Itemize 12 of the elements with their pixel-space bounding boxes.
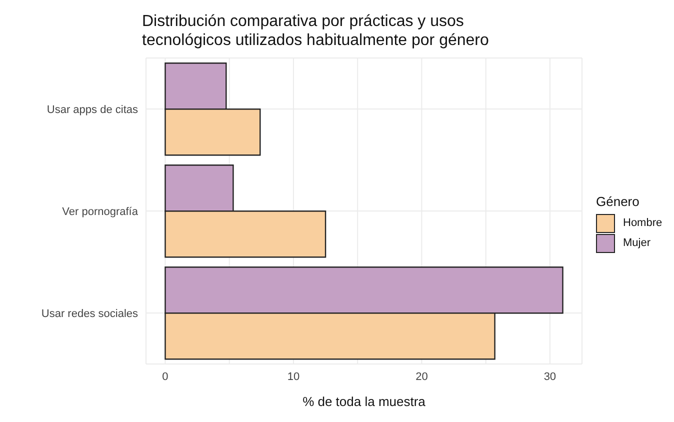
y-tick-label: Ver pornografía: [62, 206, 139, 218]
legend-label: Hombre: [623, 217, 662, 229]
x-tick-label: 20: [416, 370, 428, 383]
chart-title: Distribución comparativa por prácticas y usos tecnológicos utilizados habitualmente por género: [142, 12, 489, 50]
legend-label: Mujer: [623, 237, 651, 249]
legend-title: Género: [596, 194, 640, 209]
x-axis-title: % de toda la muestra: [302, 394, 426, 409]
x-tick-label: 10: [287, 370, 300, 383]
x-tick-label: 30: [544, 370, 556, 383]
y-tick-label: Usar redes sociales: [41, 308, 138, 320]
y-tick-label: Usar apps de citas: [46, 104, 138, 116]
x-tick-label: 0: [162, 370, 168, 383]
